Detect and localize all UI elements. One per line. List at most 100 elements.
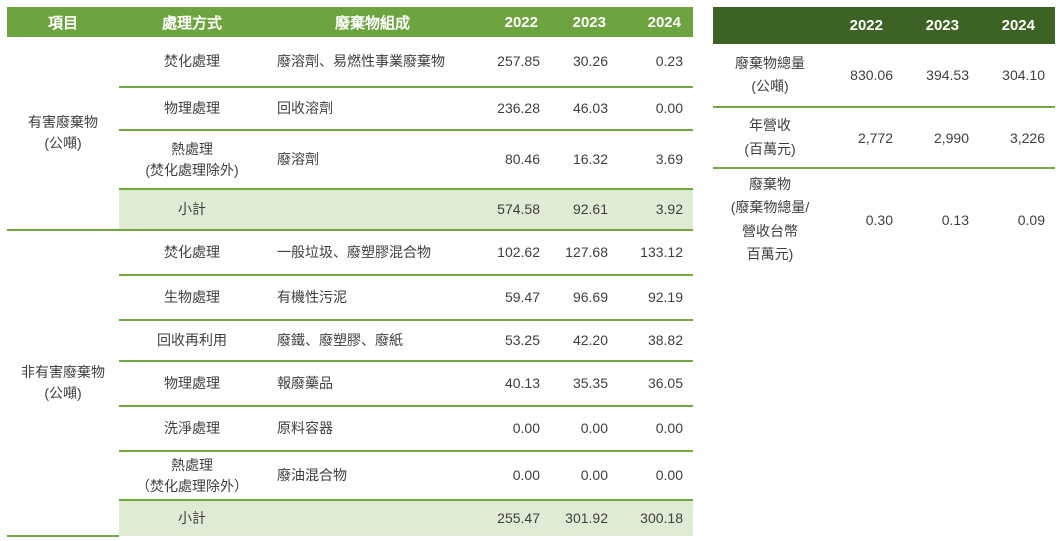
cell-method: 生物處理 bbox=[119, 275, 265, 321]
cell-value-2023: 96.69 bbox=[550, 275, 618, 321]
cell-value-2023: 0.00 bbox=[550, 451, 618, 501]
method-line1: 熱處理 bbox=[171, 140, 213, 157]
cell-value-2024: 133.12 bbox=[618, 230, 693, 276]
cell-value-2024: 0.23 bbox=[618, 37, 693, 88]
cell-value-2023: 16.32 bbox=[550, 130, 618, 190]
row-label-annual-revenue: 年營收 (百萬元) bbox=[713, 107, 827, 169]
subtotal-value-2024: 300.18 bbox=[618, 500, 693, 536]
cell-composition: 一般垃圾、廢塑膠混合物 bbox=[265, 230, 480, 276]
group-label-line2: (公噸) bbox=[44, 385, 82, 401]
cell-value-2023: 2,990 bbox=[903, 107, 979, 169]
label-line3: 營收台幣 bbox=[742, 222, 798, 239]
subtotal-row: 小計 574.58 92.61 3.92 bbox=[7, 189, 693, 231]
table-row: 回收再利用 廢鐵、廢塑膠、廢紙 53.25 42.20 38.82 bbox=[7, 320, 693, 362]
cell-value-2024: 38.82 bbox=[618, 320, 693, 362]
table-row: 年營收 (百萬元) 2,772 2,990 3,226 bbox=[713, 107, 1055, 169]
subtotal-label: 小計 bbox=[119, 189, 265, 231]
group-label-non-hazardous: 非有害廢棄物 (公噸) bbox=[7, 230, 119, 537]
label-line4: 百萬元) bbox=[746, 245, 794, 262]
cell-value-2024: 304.10 bbox=[979, 44, 1055, 108]
cell-method: 物理處理 bbox=[119, 87, 265, 131]
cell-value-2023: 394.53 bbox=[903, 44, 979, 108]
cell-composition: 廢鐵、廢塑膠、廢紙 bbox=[265, 320, 480, 362]
waste-treatment-table: 項目 處理方式 廢棄物組成 2022 2023 2024 有害廢棄物 (公噸) … bbox=[7, 7, 693, 537]
cell-value-2022: 59.47 bbox=[480, 275, 550, 321]
cell-value-2024: 92.19 bbox=[618, 275, 693, 321]
cell-value-2022: 830.06 bbox=[827, 44, 903, 108]
subtotal-spacer bbox=[265, 189, 480, 231]
cell-method: 焚化處理 bbox=[119, 37, 265, 88]
table-row: 洗淨處理 原料容器 0.00 0.00 0.00 bbox=[7, 406, 693, 452]
cell-value-2023: 35.35 bbox=[550, 361, 618, 407]
method-line2: (焚化處理除外) bbox=[145, 161, 239, 178]
group-label-line1: 有害廢棄物 bbox=[28, 114, 98, 130]
subtotal-value-2024: 3.92 bbox=[618, 189, 693, 231]
cell-composition: 回收溶劑 bbox=[265, 87, 480, 131]
cell-composition: 有機性污泥 bbox=[265, 275, 480, 321]
cell-value-2022: 236.28 bbox=[480, 87, 550, 131]
cell-composition: 廢溶劑 bbox=[265, 130, 480, 190]
table-row: 非有害廢棄物 (公噸) 焚化處理 一般垃圾、廢塑膠混合物 102.62 127.… bbox=[7, 230, 693, 537]
table-row: 廢棄物 (廢棄物總量/ 營收台幣 百萬元) 0.30 0.13 0.09 bbox=[713, 168, 1055, 270]
header-year-2023: 2023 bbox=[903, 7, 979, 44]
table-row: 熱處理 (焚化處理除外) 廢溶劑 80.46 16.32 3.69 bbox=[7, 130, 693, 190]
cell-value-2022: 257.85 bbox=[480, 37, 550, 88]
label-line2: (百萬元) bbox=[744, 140, 796, 157]
cell-value-2022: 80.46 bbox=[480, 130, 550, 190]
cell-value-2023: 127.68 bbox=[550, 230, 618, 276]
subtotal-value-2022: 255.47 bbox=[480, 500, 550, 536]
cell-value-2022: 0.00 bbox=[480, 406, 550, 452]
row-label-total-waste: 廢棄物總量 (公噸) bbox=[713, 44, 827, 108]
cell-value-2022: 53.25 bbox=[480, 320, 550, 362]
subtotal-value-2022: 574.58 bbox=[480, 189, 550, 231]
subtotal-value-2023: 301.92 bbox=[550, 500, 618, 536]
group-label-line1: 非有害廢棄物 bbox=[21, 364, 105, 380]
method-line1: 熱處理 bbox=[171, 456, 213, 473]
row-label-waste-intensity: 廢棄物 (廢棄物總量/ 營收台幣 百萬元) bbox=[713, 168, 827, 270]
label-line1: 廢棄物總量 bbox=[735, 54, 805, 71]
table-row: 熱處理 （焚化處理除外） 廢油混合物 0.00 0.00 0.00 bbox=[7, 451, 693, 501]
table-row: 生物處理 有機性污泥 59.47 96.69 92.19 bbox=[7, 275, 693, 321]
cell-value-2022: 0.30 bbox=[865, 211, 893, 228]
cell-composition: 報廢藥品 bbox=[265, 361, 480, 407]
cell-composition: 廢溶劑、易燃性事業廢棄物 bbox=[265, 37, 480, 88]
cell-composition: 原料容器 bbox=[265, 406, 480, 452]
subtotal-row: 小計 255.47 301.92 300.18 bbox=[7, 500, 693, 536]
label-line1: 年營收 bbox=[749, 117, 791, 134]
cell-value-2022: 102.62 bbox=[480, 230, 550, 276]
cell-value-2024: 3.69 bbox=[618, 130, 693, 190]
header-method: 處理方式 bbox=[119, 7, 265, 37]
cell-value-2024: 0.00 bbox=[618, 87, 693, 131]
cell-value-2023: 0.00 bbox=[550, 406, 618, 452]
cell-value-2024: 0.00 bbox=[618, 406, 693, 452]
cell-value-2022: 2,772 bbox=[827, 107, 903, 169]
cell-value-2023: 0.13 bbox=[941, 211, 969, 228]
cell-method: 熱處理 （焚化處理除外） bbox=[119, 451, 265, 501]
subtotal-value-2023: 92.61 bbox=[550, 189, 618, 231]
method-line2: （焚化處理除外） bbox=[136, 477, 248, 494]
table-row: 物理處理 報廢藥品 40.13 35.35 36.05 bbox=[7, 361, 693, 407]
cell-method: 熱處理 (焚化處理除外) bbox=[119, 130, 265, 190]
cell-value-2024: 0.00 bbox=[618, 451, 693, 501]
cell-value-2024: 0.09 bbox=[1017, 211, 1045, 228]
header-year-2024: 2024 bbox=[979, 7, 1055, 44]
label-line2: (廢棄物總量/ bbox=[730, 199, 810, 216]
subtotal-spacer bbox=[265, 500, 480, 536]
cell-method: 回收再利用 bbox=[119, 320, 265, 362]
cell-composition: 廢油混合物 bbox=[265, 451, 480, 501]
cell-value-2024: 3,226 bbox=[979, 107, 1055, 169]
header-item: 項目 bbox=[7, 7, 119, 37]
cell-method: 物理處理 bbox=[119, 361, 265, 407]
cell-value-2022: 0.00 bbox=[480, 451, 550, 501]
label-line1: 廢棄物 bbox=[749, 176, 791, 193]
table-header-row: 項目 處理方式 廢棄物組成 2022 2023 2024 bbox=[7, 7, 693, 37]
subtotal-label: 小計 bbox=[119, 500, 265, 536]
table-row: 有害廢棄物 (公噸) 焚化處理 廢溶劑、易燃性事業廢棄物 257.85 30.2… bbox=[7, 37, 693, 231]
table-row: 廢棄物總量 (公噸) 830.06 394.53 304.10 bbox=[713, 44, 1055, 108]
cell-value-2022: 40.13 bbox=[480, 361, 550, 407]
group-label-hazardous: 有害廢棄物 (公噸) bbox=[7, 37, 119, 231]
cell-value-2023: 30.26 bbox=[550, 37, 618, 88]
table-header-row: 2022 2023 2024 bbox=[713, 7, 1055, 44]
cell-value-2023: 46.03 bbox=[550, 87, 618, 131]
